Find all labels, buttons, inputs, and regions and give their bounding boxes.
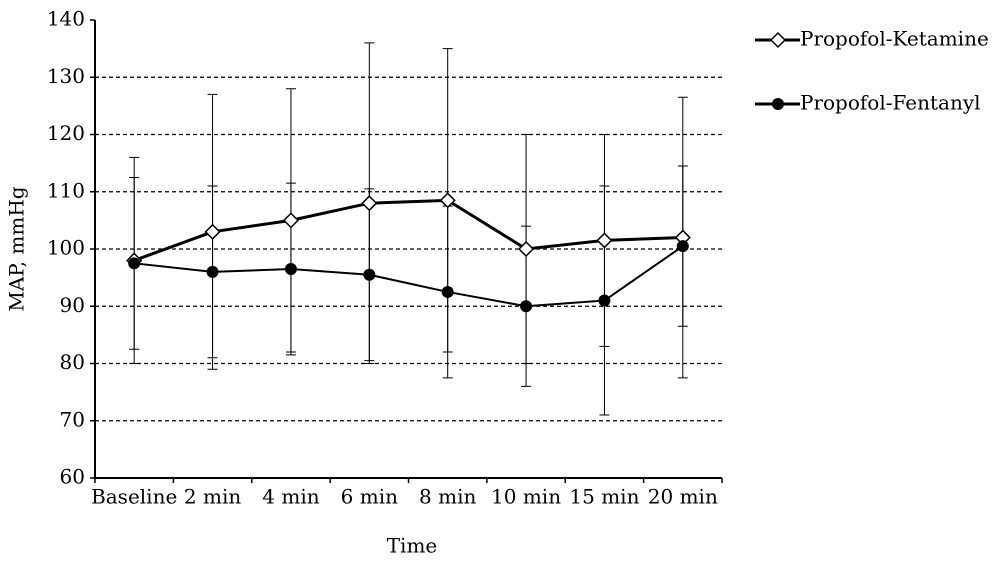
point	[439, 192, 456, 209]
x-tick-label: 20 min	[648, 485, 718, 509]
point	[206, 265, 219, 278]
x-tick-label: 15 min	[569, 485, 639, 509]
point	[361, 195, 378, 212]
legend-label: Propofol-Fentanyl	[800, 91, 981, 115]
point	[596, 232, 613, 249]
x-tick-label: 10 min	[491, 485, 561, 509]
x-tick-label: 6 min	[341, 485, 398, 509]
point	[284, 263, 297, 276]
legend-marker	[772, 98, 784, 110]
point	[676, 240, 689, 253]
y-tick-label: 110	[47, 178, 85, 202]
series-line	[133, 198, 683, 262]
x-tick-label: Baseline	[91, 485, 177, 509]
y-tick-label: 80	[60, 350, 85, 374]
y-tick-label: 130	[47, 64, 85, 88]
y-tick-label: 100	[47, 236, 85, 260]
y-tick-label: 70	[60, 407, 85, 431]
series-line	[134, 245, 684, 308]
point	[520, 300, 533, 313]
y-tick-label: 90	[60, 293, 85, 317]
point	[204, 223, 221, 240]
point	[598, 294, 611, 307]
x-tick-label: 8 min	[419, 485, 476, 509]
x-tick-label: 4 min	[262, 485, 319, 509]
point	[282, 212, 299, 229]
y-tick-label: 140	[47, 7, 85, 31]
point	[128, 257, 141, 270]
y-tick-label: 120	[47, 121, 85, 145]
point	[441, 285, 454, 298]
y-tick-label: 60	[60, 465, 85, 489]
legend-label: Propofol-Ketamine	[800, 27, 989, 51]
point	[518, 240, 535, 258]
y-axis-label: MAP, mmHg	[5, 186, 29, 311]
legend-marker	[769, 31, 787, 49]
point	[363, 268, 376, 281]
x-tick-label: 2 min	[184, 485, 241, 509]
x-axis-label: Time	[387, 534, 438, 558]
